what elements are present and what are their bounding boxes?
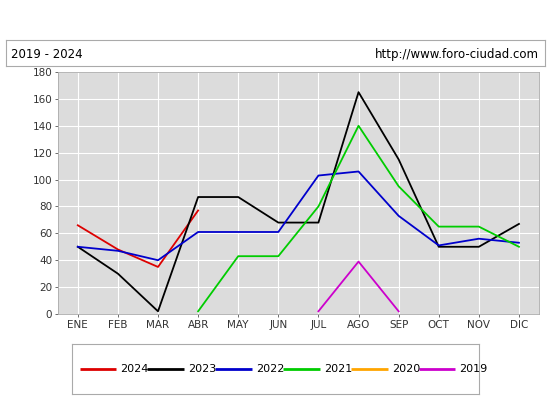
Text: 2020: 2020 xyxy=(392,364,420,374)
Text: 2023: 2023 xyxy=(188,364,216,374)
Text: 2022: 2022 xyxy=(256,364,284,374)
Text: 2019 - 2024: 2019 - 2024 xyxy=(11,48,82,61)
Text: 2019: 2019 xyxy=(459,364,488,374)
Text: http://www.foro-ciudad.com: http://www.foro-ciudad.com xyxy=(375,48,539,61)
Text: Evolucion Nº Turistas Extranjeros en el municipio de Arganza: Evolucion Nº Turistas Extranjeros en el … xyxy=(63,12,487,26)
Text: 2024: 2024 xyxy=(120,364,148,374)
Text: 2021: 2021 xyxy=(324,364,352,374)
